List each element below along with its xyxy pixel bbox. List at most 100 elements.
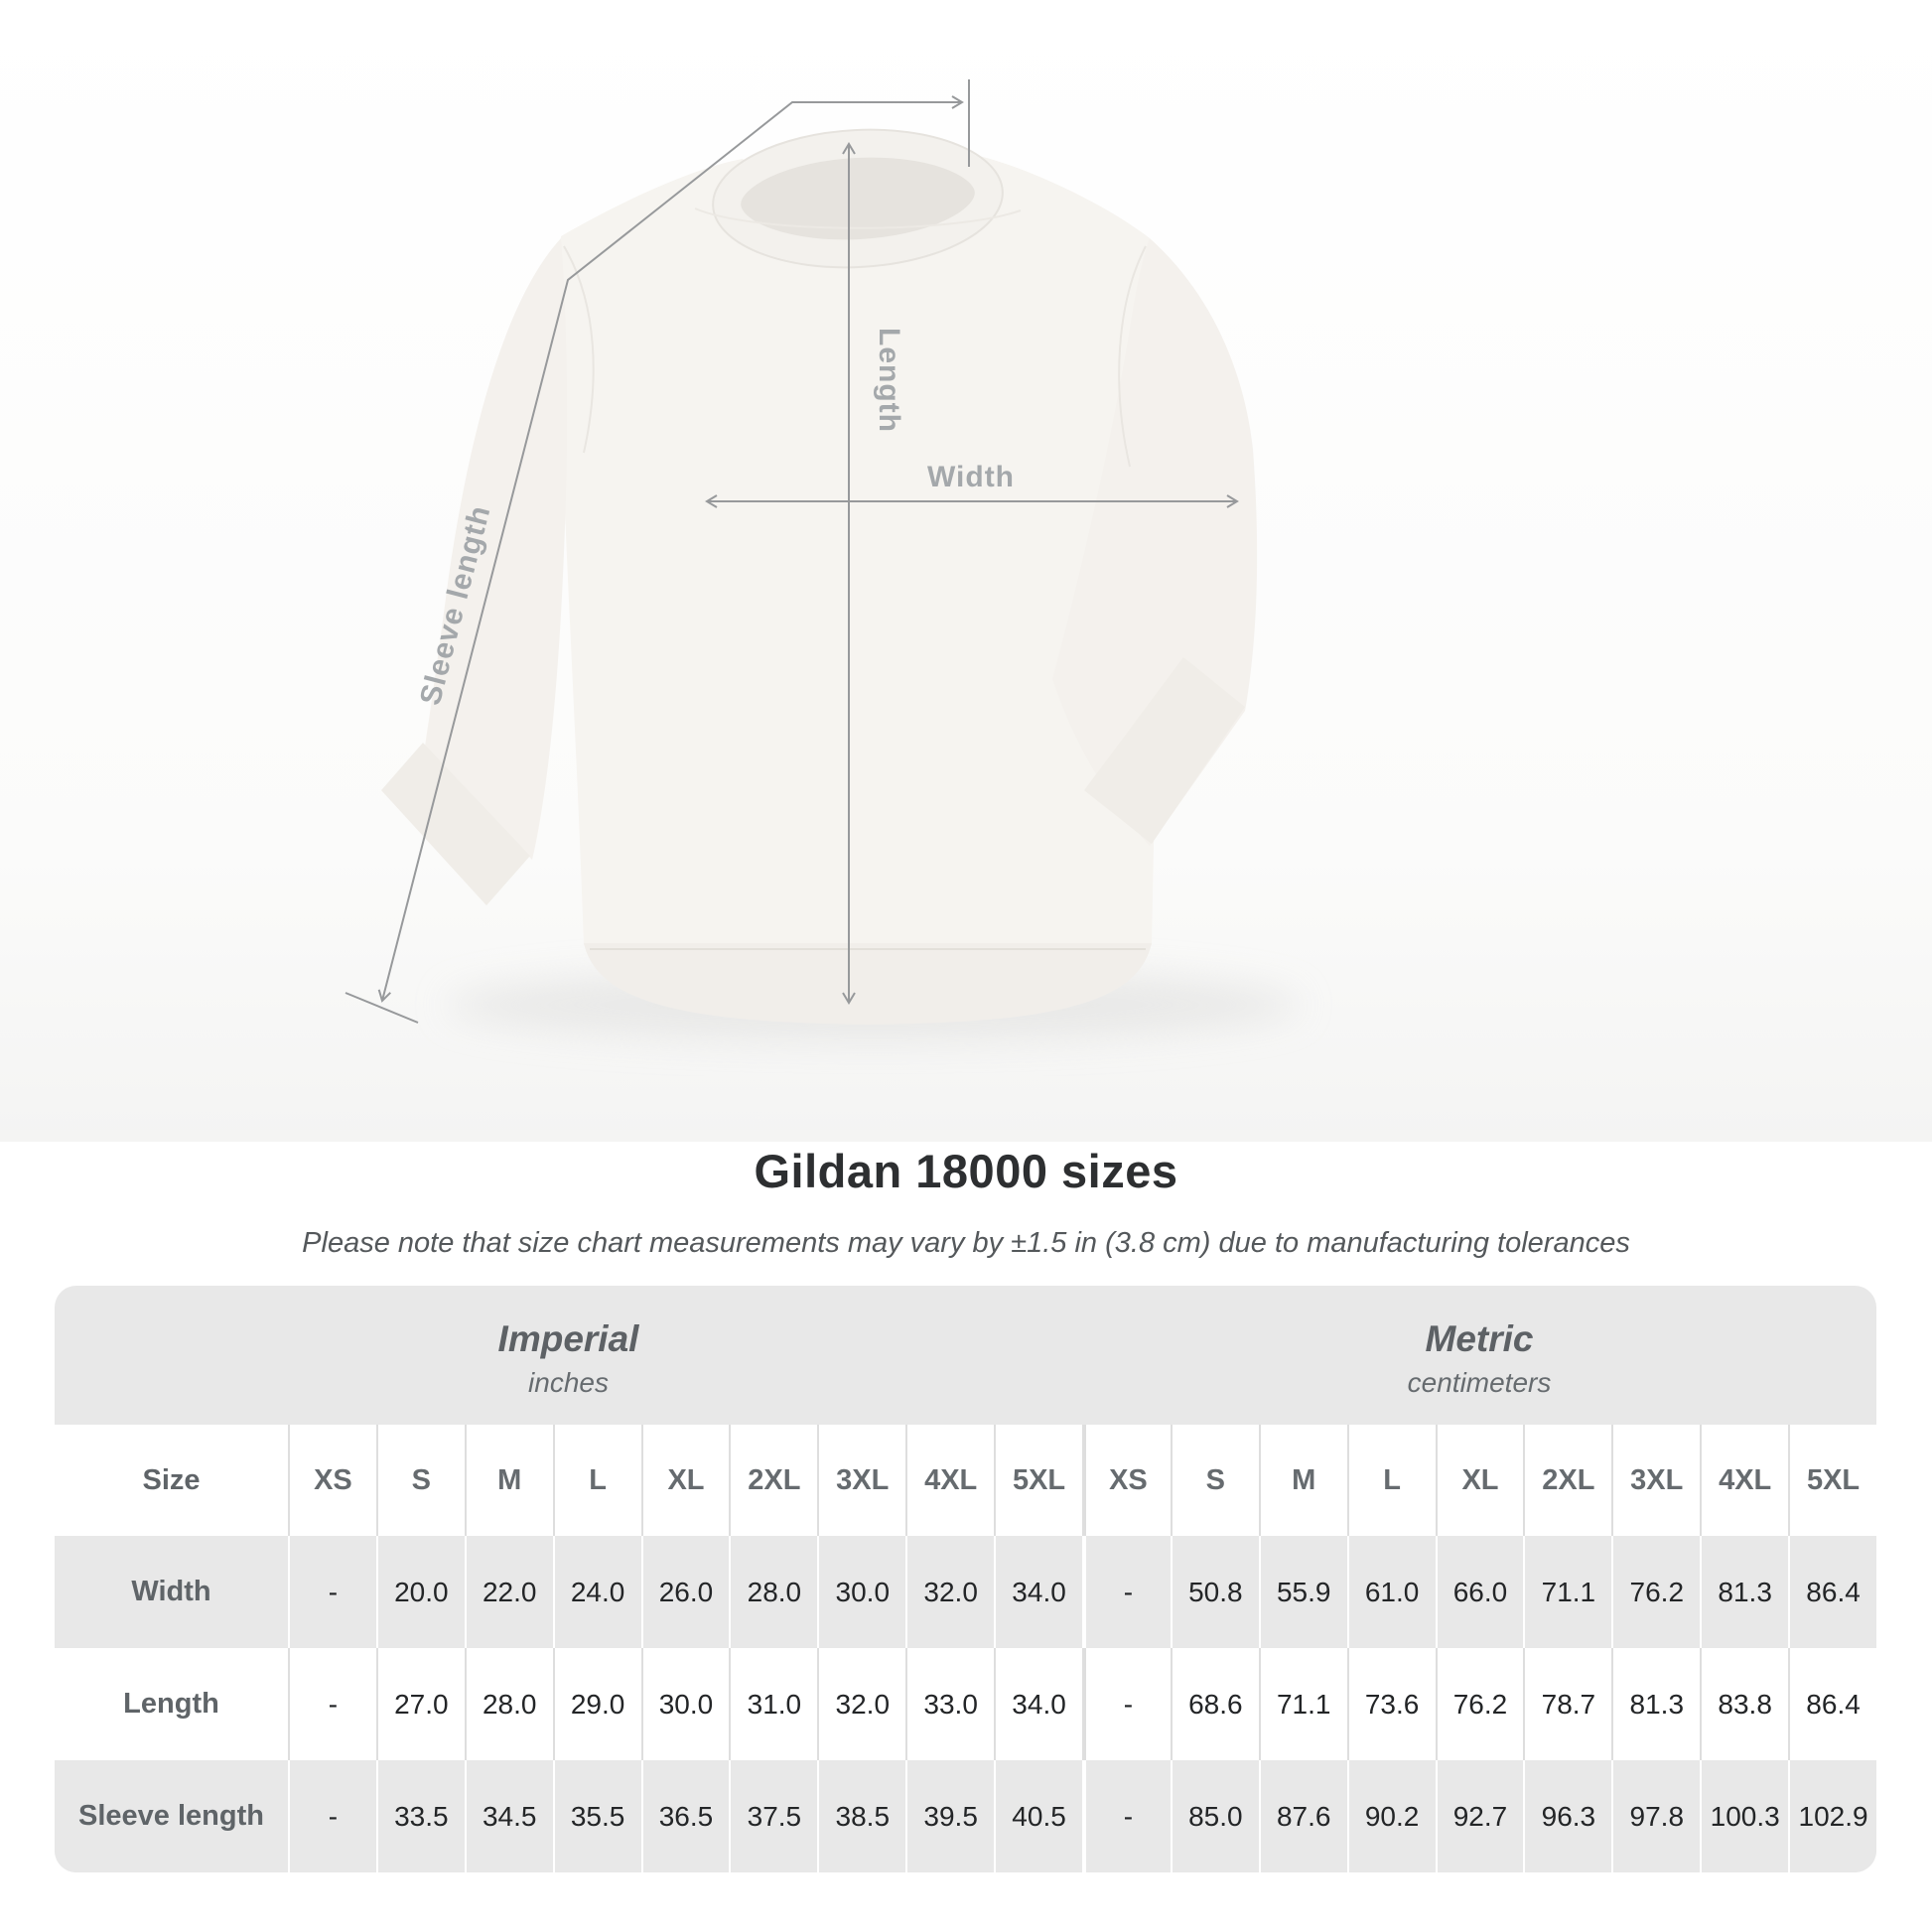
table-cell: 32.0 xyxy=(905,1536,994,1648)
row-label: Length xyxy=(123,1688,219,1720)
table-cell: 76.2 xyxy=(1435,1648,1524,1760)
table-cell: - xyxy=(1081,1760,1171,1872)
column-header-imperial-5xl: 5XL xyxy=(994,1425,1082,1536)
column-header-metric-5xl: 5XL xyxy=(1788,1425,1876,1536)
column-header-imperial-2xl: 2XL xyxy=(729,1425,817,1536)
table-cell: 34.0 xyxy=(994,1536,1082,1648)
tolerance-note: Please note that size chart measurements… xyxy=(302,1227,1630,1259)
column-header-imperial-s: S xyxy=(375,1425,465,1536)
column-header-imperial-m: M xyxy=(464,1425,553,1536)
table-cell: - xyxy=(1081,1648,1171,1760)
row-label: Sleeve length xyxy=(78,1800,264,1832)
column-header-metric-xs: XS xyxy=(1081,1425,1171,1536)
table-cell: 32.0 xyxy=(817,1648,905,1760)
imperial-group-header: Imperial inches xyxy=(55,1312,1082,1399)
column-header-metric-4xl: 4XL xyxy=(1700,1425,1788,1536)
size-table: Imperial inches Metric centimeters Size X… xyxy=(55,1286,1876,1872)
table-cell: 85.0 xyxy=(1170,1760,1259,1872)
table-cell: 30.0 xyxy=(817,1536,905,1648)
right-armhole-seam xyxy=(1118,245,1147,468)
table-cell: - xyxy=(288,1648,376,1760)
table-cell: 35.5 xyxy=(552,1760,641,1872)
table-cell: 55.9 xyxy=(1258,1536,1347,1648)
table-cell: 28.0 xyxy=(464,1648,553,1760)
table-cell: 100.3 xyxy=(1700,1760,1788,1872)
table-cell: 24.0 xyxy=(552,1536,641,1648)
table-cell: 90.2 xyxy=(1346,1760,1436,1872)
table-cell: 61.0 xyxy=(1346,1536,1436,1648)
row-label: Width xyxy=(131,1576,211,1607)
page-title: Gildan 18000 sizes xyxy=(754,1145,1178,1197)
table-cell: 33.5 xyxy=(375,1760,465,1872)
table-cell: - xyxy=(288,1536,376,1648)
table-cell: - xyxy=(1081,1536,1171,1648)
table-cell: 27.0 xyxy=(375,1648,465,1760)
table-cell: 97.8 xyxy=(1611,1760,1700,1872)
imperial-unit: inches xyxy=(528,1366,609,1398)
table-cell: 22.0 xyxy=(464,1536,553,1648)
table-cell: 83.8 xyxy=(1700,1648,1788,1760)
size-header-cell: Size xyxy=(142,1463,201,1496)
table-cell: 40.5 xyxy=(994,1760,1082,1872)
table-cell: 37.5 xyxy=(729,1760,817,1872)
table-cell: 102.9 xyxy=(1788,1760,1876,1872)
table-cell: 76.2 xyxy=(1611,1536,1700,1648)
column-header-imperial-3xl: 3XL xyxy=(817,1425,905,1536)
table-row-width: Width -20.0 22.0 24.0 26.0 28.0 30.0 32.0 34.0-5… xyxy=(55,1536,1876,1648)
length-label: Length xyxy=(873,328,905,433)
table-cell: 50.8 xyxy=(1170,1536,1259,1648)
table-cell: - xyxy=(288,1760,376,1872)
table-cell: 73.6 xyxy=(1346,1648,1436,1760)
table-cell: 96.3 xyxy=(1523,1760,1611,1872)
table-cell: 36.5 xyxy=(640,1760,730,1872)
metric-label: Metric xyxy=(1425,1317,1534,1359)
size-header-row: Size XS S M L XL 2XL 3XL 4XL 5XL XS S M L XL 2XL 3XL 4XL 5… xyxy=(55,1425,1876,1536)
column-header-metric-xl: XL xyxy=(1435,1425,1524,1536)
table-cell: 78.7 xyxy=(1523,1648,1611,1760)
column-header-metric-m: M xyxy=(1258,1425,1347,1536)
table-cell: 86.4 xyxy=(1788,1648,1876,1760)
table-cell: 34.0 xyxy=(994,1648,1082,1760)
width-label: Width xyxy=(927,461,1015,493)
column-header-metric-3xl: 3XL xyxy=(1611,1425,1700,1536)
table-cell: 39.5 xyxy=(905,1760,994,1872)
table-cell: 34.5 xyxy=(464,1760,553,1872)
table-row-length: Length -27.0 28.0 29.0 30.0 31.0 32.0 33.0 34.0-… xyxy=(55,1648,1876,1760)
sleeve-length-end-tick-bottom xyxy=(345,992,419,1024)
sleeve-length-line xyxy=(377,95,964,1003)
table-cell: 33.0 xyxy=(905,1648,994,1760)
sweatshirt-body xyxy=(558,155,1159,945)
table-cell: 71.1 xyxy=(1523,1536,1611,1648)
unit-group-header: Imperial inches Metric centimeters xyxy=(55,1286,1876,1425)
table-cell: 66.0 xyxy=(1435,1536,1524,1648)
table-cell: 30.0 xyxy=(640,1648,730,1760)
column-header-imperial-4xl: 4XL xyxy=(905,1425,994,1536)
table-cell: 87.6 xyxy=(1258,1760,1347,1872)
table-cell: 68.6 xyxy=(1170,1648,1259,1760)
table-cell: 86.4 xyxy=(1788,1536,1876,1648)
column-header-imperial-xl: XL xyxy=(640,1425,730,1536)
table-rows: Width -20.0 22.0 24.0 26.0 28.0 30.0 32.0 34.0-5… xyxy=(55,1536,1876,1872)
table-cell: 81.3 xyxy=(1700,1536,1788,1648)
table-cell: 20.0 xyxy=(375,1536,465,1648)
metric-unit: centimeters xyxy=(1407,1366,1552,1398)
table-cell: 29.0 xyxy=(552,1648,641,1760)
table-cell: 31.0 xyxy=(729,1648,817,1760)
imperial-label: Imperial xyxy=(497,1317,639,1359)
table-cell: 71.1 xyxy=(1258,1648,1347,1760)
table-row-sleeve-length: Sleeve length -33.5 34.5 35.5 36.5 37.5 38.5 39… xyxy=(55,1760,1876,1872)
column-header-metric-l: L xyxy=(1346,1425,1436,1536)
column-header-metric-2xl: 2XL xyxy=(1523,1425,1611,1536)
table-cell: 28.0 xyxy=(729,1536,817,1648)
table-cell: 92.7 xyxy=(1435,1760,1524,1872)
column-header-imperial-l: L xyxy=(552,1425,641,1536)
column-header-metric-s: S xyxy=(1170,1425,1259,1536)
column-header-imperial-xs: XS xyxy=(288,1425,376,1536)
right-cuff xyxy=(1084,657,1245,844)
table-cell: 81.3 xyxy=(1611,1648,1700,1760)
table-cell: 38.5 xyxy=(817,1760,905,1872)
sweatshirt-figure: Length Width Sleeve length xyxy=(0,0,1932,1142)
measurement-annotations xyxy=(345,79,1239,1024)
table-cell: 26.0 xyxy=(640,1536,730,1648)
